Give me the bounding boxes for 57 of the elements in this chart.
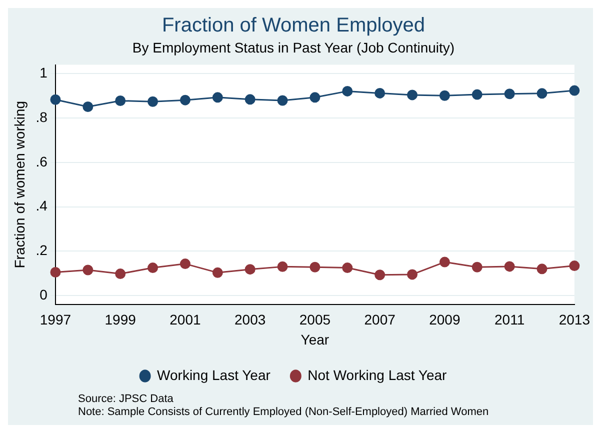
point xyxy=(310,262,320,272)
point xyxy=(342,262,353,274)
x-tick-label: 2011 xyxy=(494,312,525,328)
chart-title: Fraction of Women Employed xyxy=(162,14,426,37)
point xyxy=(342,86,353,96)
point xyxy=(180,258,190,270)
point xyxy=(439,256,450,268)
point xyxy=(115,95,126,106)
point xyxy=(50,266,61,278)
point xyxy=(569,260,580,272)
point xyxy=(504,261,515,272)
point xyxy=(536,264,548,274)
x-tick-label: 2013 xyxy=(558,312,590,328)
point xyxy=(212,267,223,278)
legend-label: Working Last Year xyxy=(157,366,271,383)
x-tick-label: 2001 xyxy=(170,312,201,328)
text: Note: Sample Consists of Currently Employed (Non-Self-Employed) Married Women xyxy=(78,406,490,419)
y-tick-label: .4 xyxy=(36,198,48,214)
point xyxy=(115,268,126,280)
point xyxy=(374,88,386,98)
x-tick-label: 2009 xyxy=(429,312,460,328)
point xyxy=(212,92,223,103)
y-tick-label: .8 xyxy=(36,108,48,125)
point xyxy=(472,89,482,100)
point xyxy=(148,262,158,274)
point xyxy=(277,95,288,106)
legend-label: Not Working Last Year xyxy=(308,366,448,383)
x-tick-label: 2003 xyxy=(234,312,266,328)
point xyxy=(180,94,190,106)
x-tick-label: 1997 xyxy=(40,312,72,328)
point xyxy=(536,88,548,99)
x-axis-title: Year xyxy=(300,331,330,348)
point xyxy=(82,101,94,112)
x-tick-label: 1999 xyxy=(104,312,136,328)
point xyxy=(310,92,320,103)
point xyxy=(148,96,158,107)
point xyxy=(472,262,482,272)
x-tick-label: 2007 xyxy=(364,312,396,328)
y-tick-label: 1 xyxy=(40,64,48,81)
chart-subtitle: By Employment Status in Past Year (Job Continuity) xyxy=(132,39,455,56)
point xyxy=(244,94,256,105)
y-tick-label: 0 xyxy=(40,286,48,302)
point xyxy=(407,269,418,280)
point xyxy=(277,261,288,272)
point xyxy=(504,88,515,100)
point xyxy=(50,94,61,105)
point xyxy=(82,264,94,276)
point xyxy=(569,85,580,96)
y-tick-label: .6 xyxy=(36,153,48,170)
source-note: Source: JPSC Data xyxy=(78,393,174,406)
y-axis-title: Fraction of women working xyxy=(11,100,28,268)
point xyxy=(374,270,386,280)
point xyxy=(407,90,418,100)
point xyxy=(439,90,450,101)
y-tick-label: .2 xyxy=(36,242,48,258)
point xyxy=(244,264,256,275)
x-tick-label: 2005 xyxy=(299,312,331,328)
